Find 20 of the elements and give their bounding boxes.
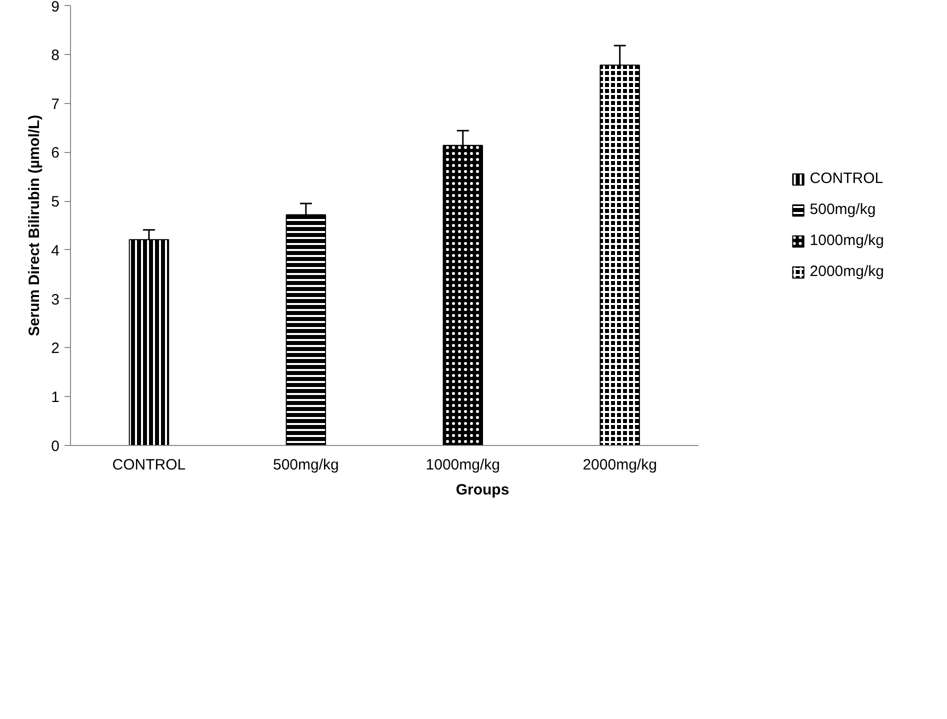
y-tick-label: 9 (51, 0, 60, 16)
legend-label: 2000mg/kg (810, 263, 884, 280)
legend-label: CONTROL (810, 170, 884, 187)
x-tick-label: CONTROL (112, 456, 186, 474)
x-axis-title: Groups (456, 482, 510, 498)
x-tick-label: 500mg/kg (272, 456, 339, 474)
y-axis-title: Serum Direct Bilirubin (µmol/L) (26, 114, 44, 336)
legend-label: 500mg/kg (810, 201, 876, 218)
y-tick-label: 6 (51, 144, 60, 162)
y-tick-label: 1 (51, 389, 60, 406)
y-tick-label: 2 (51, 340, 60, 358)
y-tick-label: 5 (51, 194, 60, 211)
y-tick-label: 7 (51, 96, 60, 113)
y-tick-label: 3 (51, 291, 60, 308)
x-tick-label: 1000mg/kg (426, 456, 500, 474)
y-tick-label: 0 (51, 438, 60, 455)
legend-label: 1000mg/kg (810, 232, 884, 249)
y-tick-label: 8 (51, 46, 60, 64)
y-tick-label: 4 (51, 242, 60, 260)
x-tick-label: 2000mg/kg (582, 456, 657, 474)
